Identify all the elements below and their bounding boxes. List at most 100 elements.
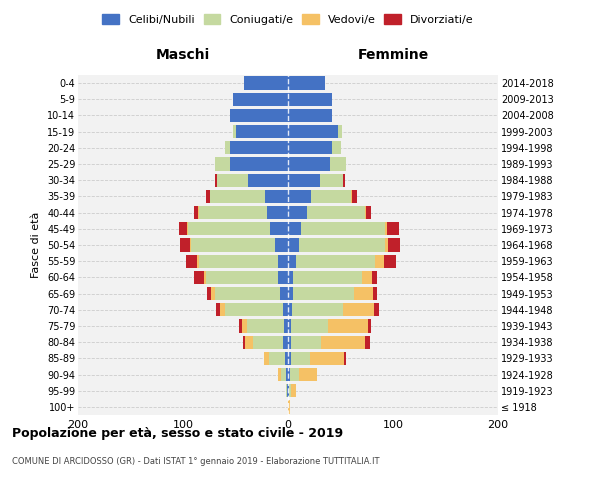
Bar bbox=[311, 190, 351, 203]
Bar bbox=[283, 336, 288, 349]
Bar bbox=[368, 320, 371, 332]
Bar bbox=[383, 254, 396, 268]
Text: Popolazione per età, sesso e stato civile - 2019: Popolazione per età, sesso e stato civil… bbox=[12, 428, 343, 440]
Bar bbox=[288, 174, 320, 187]
Text: COMUNE DI ARCIDOSSO (GR) - Dati ISTAT 1° gennaio 2019 - Elaborazione TUTTITALIA.: COMUNE DI ARCIDOSSO (GR) - Dati ISTAT 1°… bbox=[12, 458, 380, 466]
Bar bbox=[293, 270, 361, 284]
Bar bbox=[215, 174, 217, 187]
Bar bbox=[242, 320, 247, 332]
Bar bbox=[288, 125, 338, 138]
Bar bbox=[233, 125, 235, 138]
Bar bbox=[247, 320, 284, 332]
Bar bbox=[230, 141, 288, 154]
Bar bbox=[269, 352, 285, 365]
Bar bbox=[352, 190, 358, 203]
Bar bbox=[288, 384, 289, 398]
Bar bbox=[385, 222, 387, 235]
Bar bbox=[328, 320, 368, 332]
Bar bbox=[283, 303, 288, 316]
Bar bbox=[373, 287, 377, 300]
Bar bbox=[332, 141, 341, 154]
Bar bbox=[288, 352, 291, 365]
Bar bbox=[186, 254, 197, 268]
Y-axis label: Fasce di età: Fasce di età bbox=[31, 212, 41, 278]
Bar bbox=[288, 206, 307, 220]
Bar bbox=[284, 320, 288, 332]
Bar bbox=[354, 287, 373, 300]
Bar bbox=[351, 190, 352, 203]
Bar bbox=[292, 303, 343, 316]
Bar bbox=[288, 190, 311, 203]
Text: Femmine: Femmine bbox=[358, 48, 428, 62]
Bar bbox=[374, 303, 379, 316]
Bar bbox=[287, 384, 288, 398]
Bar bbox=[197, 206, 199, 220]
Bar bbox=[204, 270, 206, 284]
Bar bbox=[245, 336, 253, 349]
Bar bbox=[290, 368, 299, 381]
Bar bbox=[191, 238, 275, 252]
Bar bbox=[288, 368, 290, 381]
Bar bbox=[375, 254, 383, 268]
Bar bbox=[288, 109, 332, 122]
Bar bbox=[253, 336, 283, 349]
Bar bbox=[199, 206, 267, 220]
Bar bbox=[215, 158, 230, 170]
Bar bbox=[288, 303, 292, 316]
Bar bbox=[179, 222, 187, 235]
Bar bbox=[299, 238, 385, 252]
Bar bbox=[296, 254, 375, 268]
Bar bbox=[235, 125, 288, 138]
Bar bbox=[215, 303, 220, 316]
Bar bbox=[206, 190, 210, 203]
Bar bbox=[180, 238, 190, 252]
Bar bbox=[277, 368, 281, 381]
Bar bbox=[270, 222, 288, 235]
Bar bbox=[291, 384, 296, 398]
Bar bbox=[291, 352, 310, 365]
Bar bbox=[288, 92, 332, 106]
Bar bbox=[307, 206, 365, 220]
Bar bbox=[230, 158, 288, 170]
Bar bbox=[289, 384, 291, 398]
Bar bbox=[310, 352, 344, 365]
Bar bbox=[225, 141, 230, 154]
Bar bbox=[291, 336, 320, 349]
Bar bbox=[207, 287, 211, 300]
Bar bbox=[288, 76, 325, 90]
Bar bbox=[265, 190, 288, 203]
Bar bbox=[280, 287, 288, 300]
Bar bbox=[215, 287, 280, 300]
Bar bbox=[220, 303, 225, 316]
Bar bbox=[288, 158, 330, 170]
Bar bbox=[388, 238, 400, 252]
Bar bbox=[239, 320, 242, 332]
Bar bbox=[293, 287, 354, 300]
Bar bbox=[288, 320, 291, 332]
Bar bbox=[291, 320, 328, 332]
Bar bbox=[299, 368, 317, 381]
Bar bbox=[320, 336, 365, 349]
Bar bbox=[344, 352, 346, 365]
Bar bbox=[365, 336, 370, 349]
Bar bbox=[244, 76, 288, 90]
Bar bbox=[199, 254, 277, 268]
Bar bbox=[330, 158, 346, 170]
Bar bbox=[288, 238, 299, 252]
Bar bbox=[193, 206, 198, 220]
Bar bbox=[243, 336, 245, 349]
Bar bbox=[197, 254, 199, 268]
Bar bbox=[281, 368, 286, 381]
Bar bbox=[277, 270, 288, 284]
Bar bbox=[193, 270, 204, 284]
Bar bbox=[361, 270, 372, 284]
Bar bbox=[385, 238, 388, 252]
Bar bbox=[286, 384, 287, 398]
Bar bbox=[288, 336, 291, 349]
Bar bbox=[338, 125, 341, 138]
Bar bbox=[190, 238, 191, 252]
Bar bbox=[343, 303, 374, 316]
Bar bbox=[288, 222, 301, 235]
Bar bbox=[187, 222, 188, 235]
Bar bbox=[277, 254, 288, 268]
